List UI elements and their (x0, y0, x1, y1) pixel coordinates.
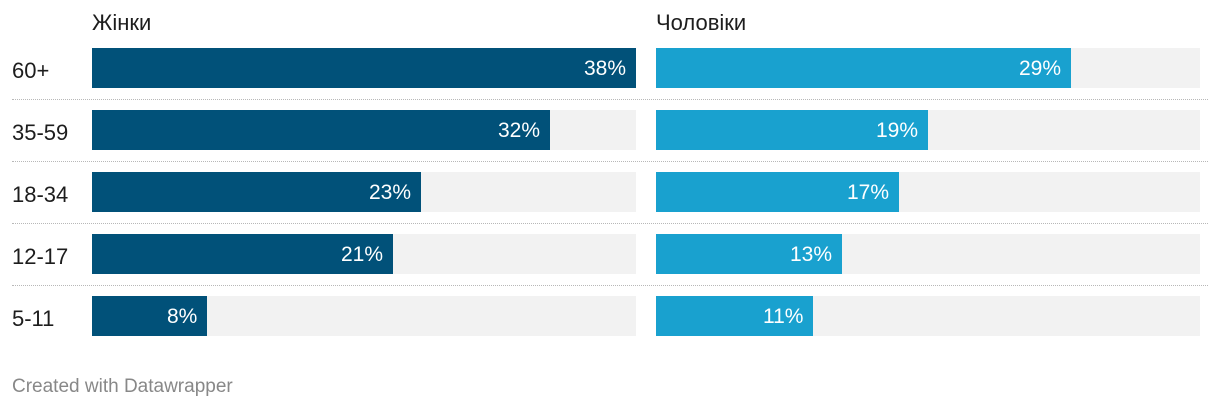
category-label: 18-34 (12, 182, 69, 207)
value-label: 13% (790, 243, 833, 266)
bar-track: 29% (656, 48, 1200, 88)
value-label: 32% (498, 119, 541, 142)
value-label: 17% (847, 181, 890, 204)
category-label: 60+ (12, 58, 50, 83)
data-bar (656, 172, 899, 212)
data-bar (92, 110, 550, 150)
bar-track: 32% (92, 110, 636, 150)
row-divider (12, 161, 1208, 162)
category-label: 12-17 (12, 244, 69, 269)
data-bar (656, 48, 1071, 88)
row-divider (12, 285, 1208, 286)
chart-row: 60+ 38% 29% (0, 38, 1220, 100)
value-label: 19% (876, 119, 919, 142)
chart-row: 35-59 32% 19% (0, 100, 1220, 162)
value-label: 29% (1019, 57, 1062, 80)
row-divider (12, 223, 1208, 224)
panel-title-women: Жінки (92, 10, 152, 35)
data-bar (92, 172, 421, 212)
data-bar (92, 296, 207, 336)
bar-track: 21% (92, 234, 636, 274)
data-bar (656, 110, 928, 150)
panel-title-men: Чоловіки (656, 10, 747, 35)
bar-track: 11% (656, 296, 1200, 336)
chart-row: 5-11 8% 11% (0, 286, 1220, 348)
value-label: 21% (341, 243, 384, 266)
data-bar (92, 234, 393, 274)
bar-track: 17% (656, 172, 1200, 212)
row-divider (12, 99, 1208, 100)
bar-track: 38% (92, 48, 636, 88)
data-bar (92, 48, 636, 88)
bar-track: 13% (656, 234, 1200, 274)
chart-row: 18-34 23% 17% (0, 162, 1220, 224)
category-label: 5-11 (12, 306, 55, 331)
value-label: 11% (763, 305, 804, 328)
category-label: 35-59 (12, 120, 69, 145)
data-bar (656, 234, 842, 274)
bar-track: 23% (92, 172, 636, 212)
value-label: 8% (167, 305, 198, 328)
value-label: 38% (584, 57, 627, 80)
value-label: 23% (369, 181, 412, 204)
credit-footer: Created with Datawrapper (12, 376, 233, 397)
bar-track: 8% (92, 296, 636, 336)
bar-track: 19% (656, 110, 1200, 150)
chart-row: 12-17 21% 13% (0, 224, 1220, 286)
data-bar (656, 296, 813, 336)
